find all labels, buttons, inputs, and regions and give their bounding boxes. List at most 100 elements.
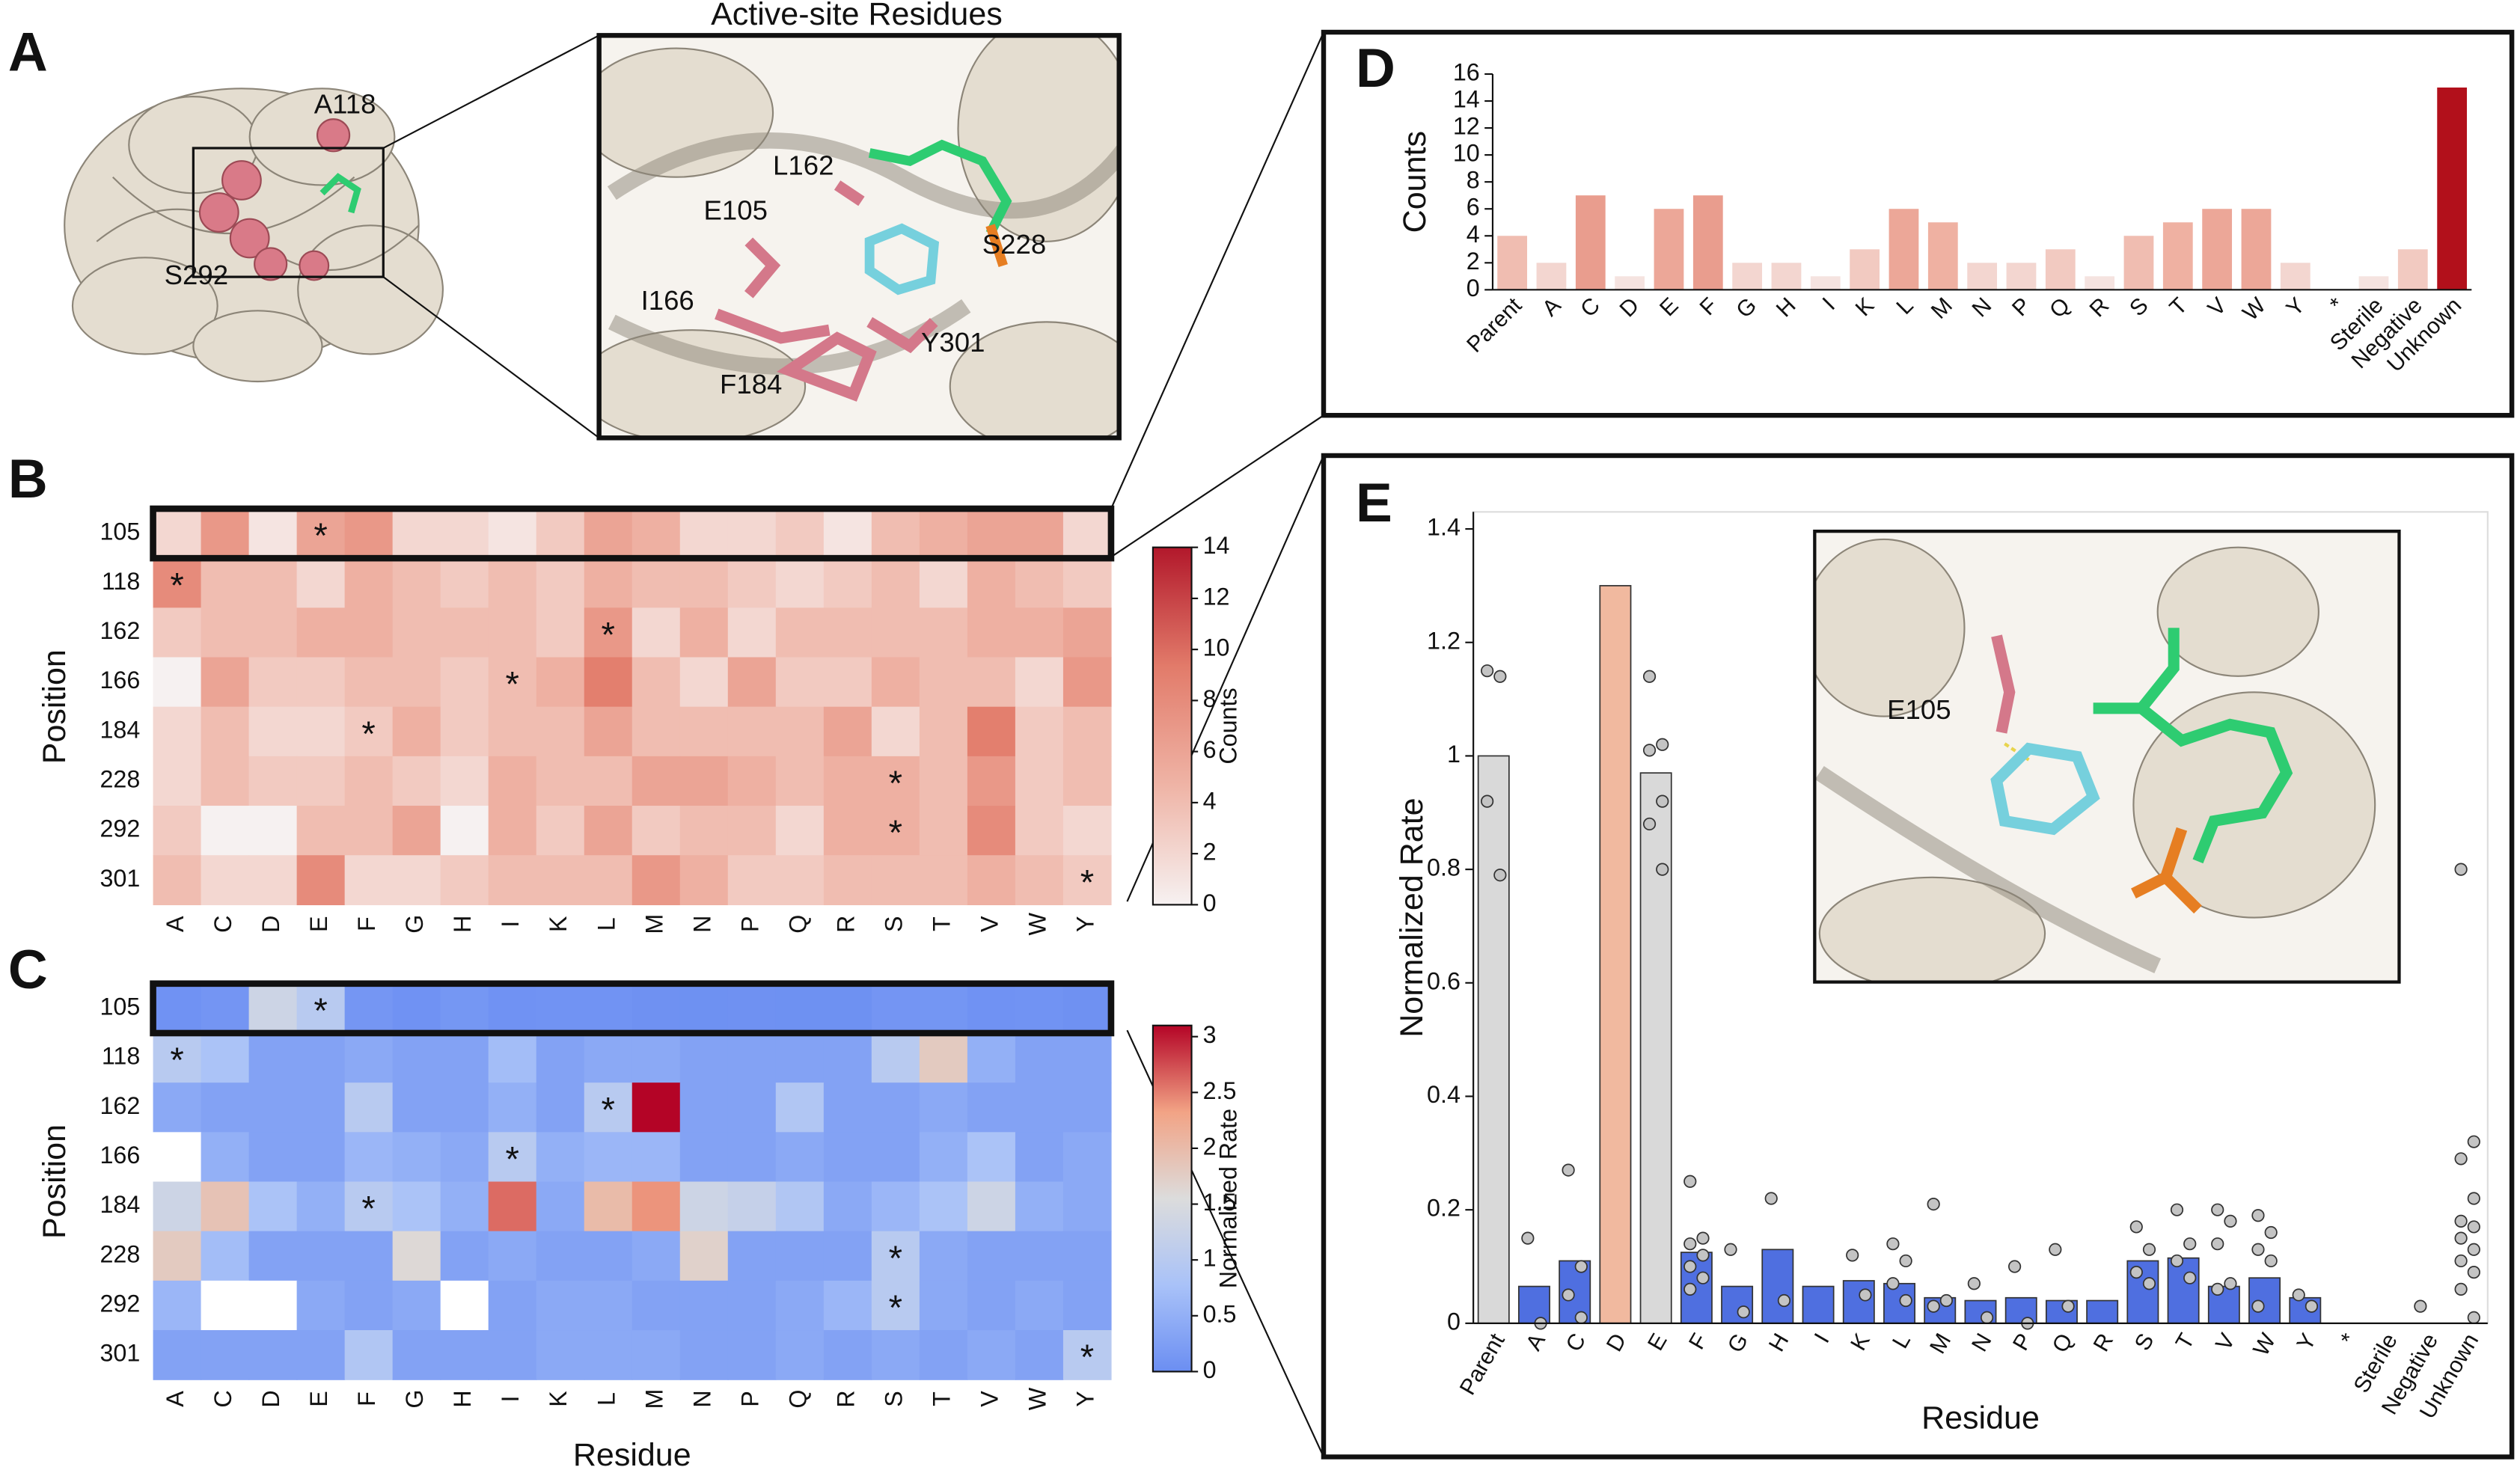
- heatmap-cell: [488, 855, 537, 906]
- residue-label: E105: [1887, 694, 1951, 725]
- heatmap-cell: [536, 1280, 585, 1331]
- x-axis-label: Residue: [573, 1437, 691, 1473]
- y-tick-label: 0.4: [1427, 1081, 1461, 1108]
- heatmap-cell: [1015, 983, 1064, 1034]
- replicate-point: [1481, 794, 1494, 808]
- x-tick-label: P: [2007, 293, 2036, 322]
- x-tick-label: D: [257, 1390, 284, 1407]
- protein-overview: [64, 34, 600, 439]
- colorbar-tick-label: 0.5: [1203, 1300, 1237, 1327]
- heatmap-cell: [584, 509, 633, 559]
- parent-marker: *: [170, 1041, 183, 1080]
- active-site-image: [599, 35, 1119, 438]
- heatmap-cell: [153, 983, 202, 1034]
- heatmap-cell: [248, 806, 298, 856]
- bar: [1575, 195, 1606, 290]
- replicate-point: [2129, 1220, 2143, 1234]
- replicate-point: [2061, 1299, 2075, 1313]
- heatmap-cell: [823, 1132, 872, 1183]
- heatmap-cell: [679, 1330, 729, 1380]
- x-tick-label: M: [1925, 1329, 1956, 1358]
- x-tick-label: W: [1024, 1387, 1050, 1410]
- heatmap-cell: [488, 706, 537, 757]
- heatmap-cell: [1062, 983, 1112, 1034]
- heatmap-cell: [248, 1032, 298, 1083]
- y-tick-label: 10: [1453, 140, 1480, 167]
- heatmap-cell: [631, 1231, 681, 1281]
- replicate-point: [1642, 670, 1657, 683]
- heatmap-cell: [536, 1330, 585, 1380]
- heatmap-cell: [871, 1330, 920, 1380]
- heatmap-cell: [1062, 1330, 1112, 1380]
- bar: [2280, 263, 2310, 290]
- heatmap-cell: [679, 1032, 729, 1083]
- heatmap-cell: [296, 983, 346, 1034]
- heatmap-cell: [727, 806, 777, 856]
- heatmap-cell: [823, 1330, 872, 1380]
- parent-marker: *: [314, 516, 327, 556]
- heatmap-cell: [823, 706, 872, 757]
- heatmap-cell: [153, 756, 202, 806]
- heatmap-cell: [248, 1132, 298, 1183]
- parent-marker: *: [361, 714, 375, 754]
- heatmap-cell: [727, 1330, 777, 1380]
- heatmap-cell: [679, 1132, 729, 1183]
- x-tick-label: L: [593, 1392, 620, 1406]
- x-tick-label: D: [1602, 1329, 1631, 1356]
- x-tick-label: P: [2008, 1329, 2037, 1355]
- heatmap-cell: [727, 1280, 777, 1331]
- parent-marker: *: [889, 1288, 902, 1328]
- heatmap-cell: [201, 509, 250, 559]
- x-tick-label: Parent: [1455, 1329, 1510, 1400]
- heatmap-cell: [823, 855, 872, 906]
- colorbar-tick-label: 2: [1203, 1133, 1217, 1160]
- heatmap-cell: [871, 657, 920, 708]
- heatmap-cell: [967, 607, 1016, 658]
- heatmap-cell: [344, 983, 394, 1034]
- heatmap-cell: [296, 558, 346, 608]
- residue-label: E105: [704, 195, 768, 226]
- heatmap-cell: [775, 558, 825, 608]
- heatmap-cell: [296, 607, 346, 658]
- x-tick-label: G: [401, 915, 428, 934]
- heatmap-cell: [344, 1032, 394, 1083]
- heatmap-cell: [967, 706, 1016, 757]
- heatmap-cell: [919, 1231, 968, 1281]
- connector: [1110, 31, 1324, 509]
- replicate-point: [2467, 1266, 2480, 1279]
- y-tick-label: 162: [100, 617, 141, 644]
- heatmap-cell: [631, 558, 681, 608]
- heatmap-cell: [679, 657, 729, 708]
- replicate-point: [1886, 1237, 1900, 1251]
- heatmap-cell: [631, 1181, 681, 1232]
- heatmap-cell: [823, 607, 872, 658]
- heatmap-cell: [201, 1032, 250, 1083]
- replicate-point: [2142, 1277, 2156, 1290]
- colorbar: [1152, 546, 1193, 906]
- replicate-point: [1493, 670, 1507, 683]
- heatmap-cell: [871, 806, 920, 856]
- heatmap-cell: [488, 756, 537, 806]
- panel-letter: C: [8, 939, 48, 1000]
- heatmap-cell: [871, 607, 920, 658]
- y-tick-label: 228: [100, 1240, 141, 1267]
- heatmap-cell: [871, 756, 920, 806]
- heatmap-cell: [967, 1032, 1016, 1083]
- heatmap-cell: [823, 558, 872, 608]
- heatmap-cell: [679, 855, 729, 906]
- replicate-point: [2454, 1231, 2468, 1245]
- x-tick-label: T: [2171, 1329, 2200, 1353]
- heatmap-cell: [201, 706, 250, 757]
- heatmap-cell: [536, 607, 585, 658]
- heatmap-cell: [440, 657, 489, 708]
- heatmap-cell: [1015, 706, 1064, 757]
- replicate-point: [1696, 1249, 1710, 1262]
- colorbar: [1152, 1024, 1193, 1373]
- heatmap-cell: [727, 558, 777, 608]
- heatmap-cell: [1062, 607, 1112, 658]
- x-tick-label: F: [1684, 1329, 1713, 1353]
- inset-image: [1814, 531, 2400, 982]
- heatmap-cell: [967, 1082, 1016, 1133]
- heatmap-cell: [919, 1132, 968, 1183]
- heatmap-cell: [153, 1280, 202, 1331]
